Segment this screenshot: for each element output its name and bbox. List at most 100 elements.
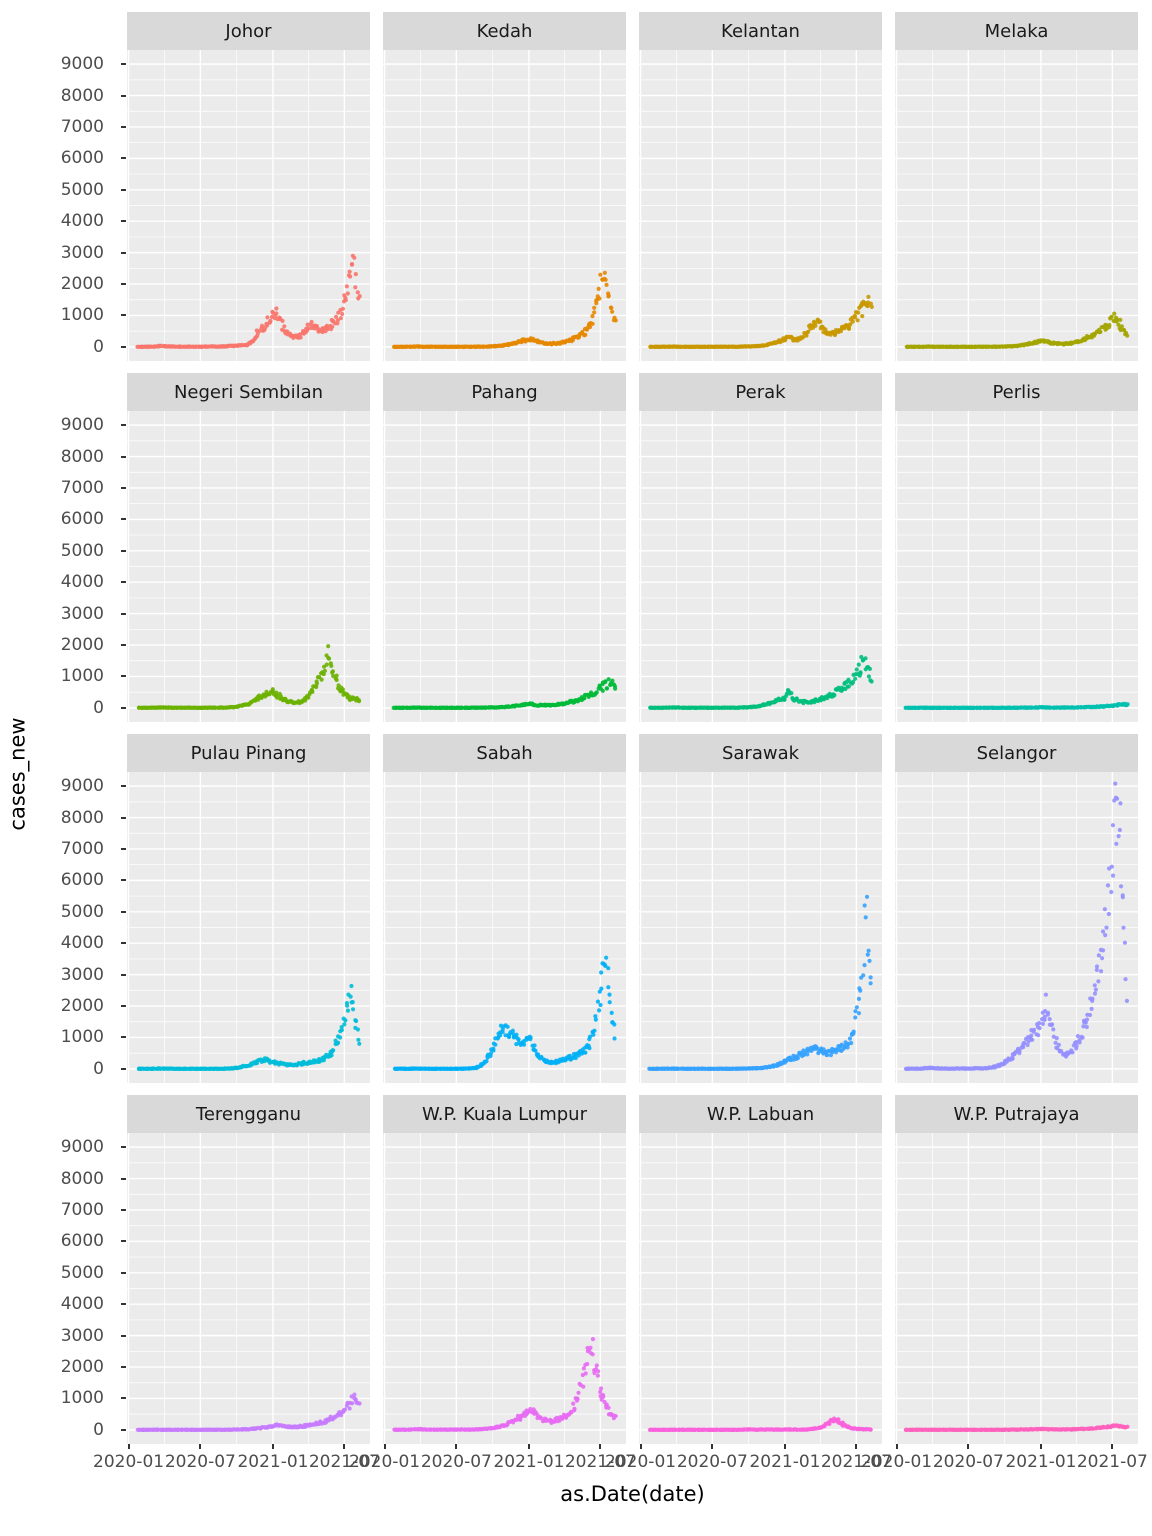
y-tick-label: 8000 <box>60 1168 104 1189</box>
data-point <box>1125 333 1130 338</box>
data-point <box>532 1043 537 1048</box>
facet-title: Sabah <box>476 742 533 764</box>
y-tick-mark <box>121 518 126 521</box>
data-point <box>610 309 615 314</box>
y-tick-label: 0 <box>93 1419 104 1440</box>
facet-kedah: Kedah <box>383 12 626 361</box>
data-point <box>342 1022 347 1027</box>
x-tick-mark <box>271 1444 274 1449</box>
y-tick-mark <box>121 644 126 647</box>
y-tick-mark <box>121 1428 126 1431</box>
data-point <box>580 329 585 335</box>
data-point <box>1089 1006 1094 1011</box>
data-point <box>1042 1017 1047 1022</box>
y-tick-label: 7000 <box>60 116 104 137</box>
data-point <box>1045 1012 1050 1017</box>
data-point <box>869 304 874 309</box>
data-point <box>864 894 870 899</box>
facet-panel <box>383 411 626 722</box>
x-tick-mark <box>1111 1444 1114 1449</box>
data-point <box>592 305 597 310</box>
data-point <box>1029 1033 1034 1038</box>
data-point <box>350 1401 355 1406</box>
data-point <box>1098 329 1103 334</box>
data-point <box>575 1397 580 1402</box>
y-tick-label: 3000 <box>60 242 104 263</box>
data-point <box>1049 1022 1055 1027</box>
data-point <box>607 992 612 997</box>
facet-wp-putrajaya: W.P. Putrajaya <box>895 1095 1138 1444</box>
data-point <box>352 255 357 260</box>
y-tick-mark <box>121 1240 126 1243</box>
y-axis-labels: 0 1000 2000 3000 4000 5000 6000 7000 8000 9000 <box>36 12 126 361</box>
data-point <box>274 306 279 311</box>
facet-kelantan: Kelantan <box>639 12 882 361</box>
y-tick-label: 1000 <box>60 305 104 326</box>
data-point <box>1120 895 1125 900</box>
facet-title: Negeri Sembilan <box>173 381 324 403</box>
data-point <box>868 1427 873 1432</box>
data-point <box>280 318 285 323</box>
y-tick-mark <box>121 1271 126 1274</box>
data-point <box>603 277 608 282</box>
data-point <box>1075 1034 1081 1039</box>
data-point <box>1056 1042 1061 1047</box>
data-point <box>801 334 806 339</box>
data-point <box>612 1036 617 1041</box>
data-point <box>309 319 314 325</box>
x-tick-mark <box>1039 1444 1042 1449</box>
data-point <box>861 973 866 978</box>
data-point <box>1099 956 1105 961</box>
data-point <box>1080 1035 1085 1040</box>
data-point <box>331 1048 336 1053</box>
data-point <box>1112 311 1117 316</box>
data-point <box>1110 873 1116 878</box>
x-tick-label: 2021-07 <box>1076 1452 1148 1472</box>
data-point <box>344 284 349 289</box>
data-point <box>515 1417 520 1422</box>
data-point <box>1125 1424 1130 1429</box>
x-tick-label: 2020-01 <box>861 1452 933 1472</box>
facet-perak: Perak <box>639 373 882 722</box>
data-point <box>1113 781 1118 786</box>
data-point <box>612 1022 617 1027</box>
data-point <box>1123 977 1128 982</box>
facet-panel <box>639 1133 882 1444</box>
data-point <box>606 293 611 298</box>
x-tick-label: 2021-07 <box>564 1452 636 1472</box>
facet-panel <box>895 411 1138 722</box>
y-tick-mark <box>121 188 126 191</box>
data-point <box>1104 925 1109 930</box>
data-point <box>265 323 270 328</box>
x-axis-labels: 2020-01 2020-07 2021-01 2021-07 <box>605 1444 892 1474</box>
y-tick-mark <box>121 816 126 819</box>
data-point <box>606 677 611 682</box>
data-point <box>606 966 611 971</box>
data-point <box>516 1037 521 1042</box>
y-tick-mark <box>121 486 126 489</box>
data-point <box>348 274 353 279</box>
y-tick-label: 4000 <box>60 211 104 232</box>
data-point <box>606 1405 611 1410</box>
data-point <box>1098 969 1104 974</box>
data-point <box>1025 1042 1030 1048</box>
facet-strip: Johor <box>127 12 370 50</box>
y-tick-label: 8000 <box>60 807 104 828</box>
data-point <box>1094 964 1100 969</box>
y-tick-mark <box>121 706 126 709</box>
y-tick-mark <box>121 1366 126 1369</box>
data-point <box>858 671 863 676</box>
y-tick-mark <box>121 581 126 584</box>
y-tick-label: 4000 <box>60 933 104 954</box>
data-point <box>1116 322 1121 327</box>
data-point <box>581 696 586 701</box>
data-point <box>866 948 871 953</box>
facet-panel <box>895 50 1138 361</box>
data-point <box>598 272 603 277</box>
data-point <box>340 311 345 317</box>
data-point <box>592 1028 597 1033</box>
y-tick-label: 1000 <box>60 1388 104 1409</box>
data-point <box>860 314 865 319</box>
facet-selangor: Selangor <box>895 734 1138 1083</box>
data-point <box>1103 933 1108 938</box>
